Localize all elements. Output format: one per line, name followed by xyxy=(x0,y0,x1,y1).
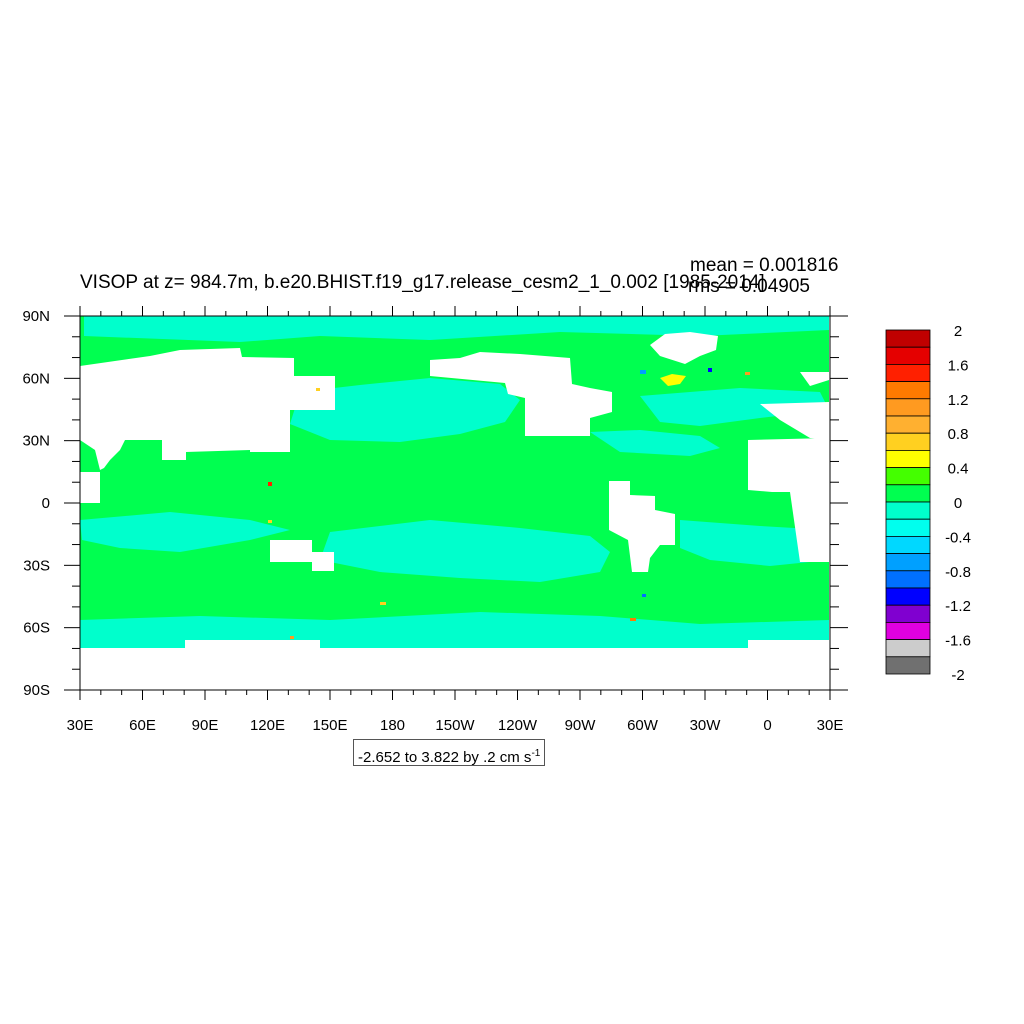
lat-tick-label: 60S xyxy=(23,620,50,637)
colorbar-swatch xyxy=(885,467,931,486)
lon-tick-label: 150E xyxy=(312,717,347,734)
colorbar-swatch xyxy=(885,346,931,365)
colorbar-swatch xyxy=(885,363,931,382)
colorbar-label: -0.8 xyxy=(945,564,971,581)
land-africa-west xyxy=(80,472,100,503)
land-europe xyxy=(760,402,829,440)
lon-tick-label: 30W xyxy=(690,717,722,734)
colorbar-label: 0.4 xyxy=(948,461,969,478)
colorbar-label: 0 xyxy=(954,495,962,512)
contour-range-text: -2.652 to 3.822 by .2 cm s xyxy=(358,749,532,766)
colorbar-swatch xyxy=(885,501,931,520)
land-africa xyxy=(748,438,829,562)
colorbar-label: 1.6 xyxy=(948,357,969,374)
anomaly-specks xyxy=(268,368,750,639)
lon-tick-label: 30E xyxy=(817,717,844,734)
map-area xyxy=(79,315,831,691)
axes: 30E 60E 90E 120E 150E 180 150W 120W 90W 60W 30W 0 30… xyxy=(22,306,848,734)
colorbar-swatch xyxy=(885,329,931,348)
colorbar-swatch xyxy=(885,432,931,451)
lat-tick-label: 30N xyxy=(22,433,50,450)
colorbar-swatch xyxy=(885,587,931,606)
colorbar: 2 1.6 1.2 0.8 0.4 0 -0.4 -0.8 -1.2 -1.6 -2 xyxy=(885,323,971,684)
lon-tick-label: 30E xyxy=(67,717,94,734)
colorbar-swatch xyxy=(885,656,931,675)
colorbar-swatch xyxy=(885,449,931,468)
mean-stat: mean = 0.001816 xyxy=(690,255,839,276)
colorbar-label: 2 xyxy=(954,323,962,340)
colorbar-swatch xyxy=(885,570,931,589)
lon-tick-label: 60W xyxy=(627,717,659,734)
lat-tick-label: 30S xyxy=(23,557,50,574)
land-masses xyxy=(80,332,829,690)
negative-velocity-regions xyxy=(80,316,829,648)
colorbar-label: -1.2 xyxy=(945,598,971,615)
colorbar-swatch xyxy=(885,553,931,572)
colorbar-swatch xyxy=(885,398,931,417)
lat-tick-label: 0 xyxy=(42,495,50,512)
colorbar-label: -2 xyxy=(951,667,964,684)
rms-stat: rms = 0.04905 xyxy=(688,276,810,297)
colorbar-swatch xyxy=(885,518,931,537)
lon-tick-label: 150W xyxy=(435,717,475,734)
contour-range-label: -2.652 to 3.822 by .2 cm s-1 xyxy=(353,739,546,766)
plot-title: VISOP at z= 984.7m, b.e20.BHIST.f19_g17.… xyxy=(80,272,765,293)
land-australia xyxy=(270,540,334,571)
colorbar-swatch xyxy=(885,484,931,503)
contour-range-unit-exponent: -1 xyxy=(531,748,541,759)
colorbar-swatch xyxy=(885,639,931,658)
land-eurasia xyxy=(80,348,335,470)
lat-tick-label: 90S xyxy=(23,682,50,699)
lon-tick-label: 90W xyxy=(565,717,597,734)
colorbar-label: 1.2 xyxy=(948,392,969,409)
colorbar-swatch xyxy=(885,622,931,641)
land-europe-north xyxy=(800,372,829,386)
lon-tick-label: 0 xyxy=(763,717,771,734)
colorbar-label: 0.8 xyxy=(948,426,969,443)
colorbar-swatch xyxy=(885,536,931,555)
land-south-america xyxy=(609,481,675,572)
land-greenland xyxy=(650,332,718,364)
colorbar-swatch xyxy=(885,415,931,434)
colorbar-label: -1.6 xyxy=(945,633,971,650)
lon-tick-label: 120E xyxy=(250,717,285,734)
colorbar-swatch xyxy=(885,381,931,400)
lon-tick-label: 180 xyxy=(380,717,405,734)
lat-tick-label: 90N xyxy=(22,308,50,325)
land-north-america xyxy=(430,352,612,436)
land-antarctica xyxy=(80,640,829,690)
colorbar-label: -0.4 xyxy=(945,529,971,546)
colorbar-swatch xyxy=(885,604,931,623)
lon-tick-label: 60E xyxy=(129,717,156,734)
lon-tick-label: 90E xyxy=(192,717,219,734)
lat-tick-label: 60N xyxy=(22,370,50,387)
lon-tick-label: 120W xyxy=(498,717,538,734)
